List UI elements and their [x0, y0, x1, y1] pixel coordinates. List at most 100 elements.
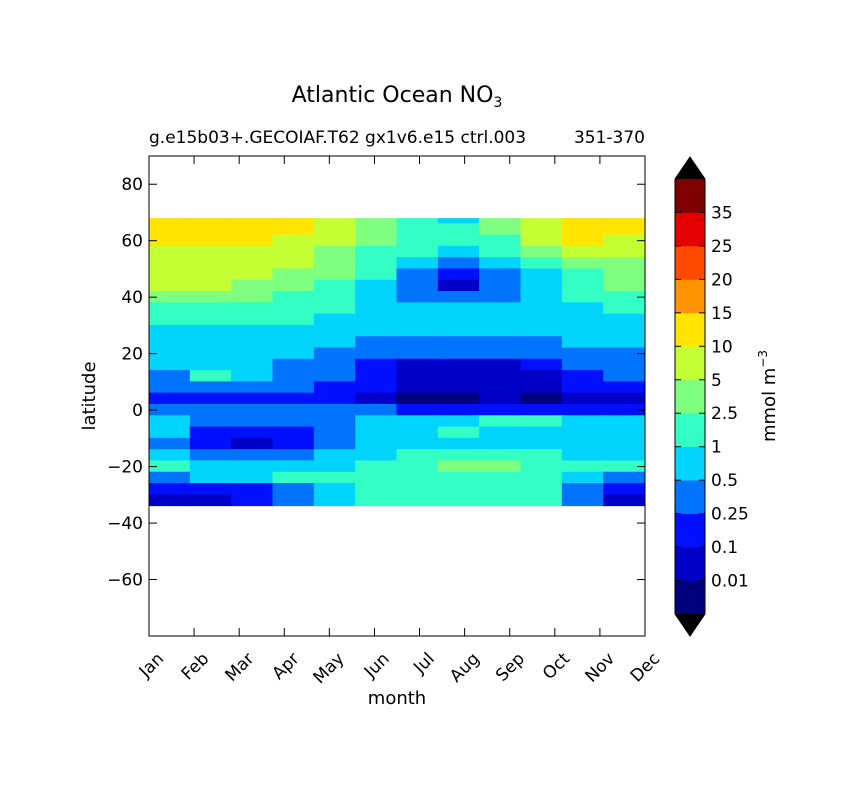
- contour-cell: [603, 268, 645, 281]
- contour-cell: [355, 302, 398, 315]
- contour-cell: [396, 234, 439, 247]
- colorbar-extend-top: [675, 157, 705, 179]
- contour-cell: [149, 279, 191, 293]
- contour-cell: [437, 223, 481, 236]
- contour-cell: [231, 437, 274, 451]
- contour-cell: [603, 257, 645, 270]
- contour-cell: [272, 483, 315, 496]
- contour-cell: [313, 471, 357, 485]
- contour-cell: [603, 234, 645, 247]
- contour-cell: [603, 415, 645, 428]
- contour-cell: [396, 291, 439, 304]
- contour-cell: [272, 268, 315, 281]
- contour-cell: [561, 381, 605, 394]
- contour-cell: [272, 234, 315, 247]
- colorbar-tick-label: 35: [711, 203, 733, 223]
- contour-cell: [149, 336, 191, 349]
- contour-cell: [272, 494, 315, 507]
- contour-cell: [520, 234, 563, 247]
- contour-cell: [520, 437, 563, 451]
- contour-cell: [437, 392, 481, 405]
- colorbar-segment: [675, 413, 705, 447]
- contour-cell: [520, 324, 563, 338]
- contour-cell: [355, 437, 398, 451]
- contour-cell: [231, 392, 274, 405]
- contour-cell: [520, 268, 563, 281]
- chart-subtitle-left: g.e15b03+.GECOIAF.T62 gx1v6.e15 ctrl.003: [149, 128, 526, 148]
- contour-cell: [149, 403, 191, 417]
- contour-cell: [272, 381, 315, 394]
- contour-cell: [189, 336, 233, 349]
- contour-cell: [437, 415, 481, 428]
- contour-cell: [272, 370, 315, 383]
- contour-cell: [272, 291, 315, 304]
- contour-cell: [396, 324, 439, 338]
- contour-cell: [561, 403, 605, 417]
- contour-cell: [603, 245, 645, 259]
- contour-cell: [603, 471, 645, 485]
- x-tick-label: Sep: [492, 649, 529, 686]
- contour-cell: [231, 347, 274, 360]
- contour-cell: [189, 415, 233, 428]
- contour-cell: [189, 347, 233, 360]
- contour-cell: [355, 347, 398, 360]
- contour-cell: [149, 426, 191, 439]
- colorbar-segment: [675, 513, 705, 548]
- contour-cell: [520, 426, 563, 439]
- contour-cell: [313, 279, 357, 293]
- contour-cell: [189, 324, 233, 338]
- contour-cell: [561, 302, 605, 315]
- contour-cell: [479, 449, 522, 462]
- contour-cell: [189, 358, 233, 372]
- contour-cell: [437, 291, 481, 304]
- contour-cell: [603, 370, 645, 383]
- contour-cell: [313, 291, 357, 304]
- contour-cell: [479, 302, 522, 315]
- contour-cell: [561, 347, 605, 360]
- contour-cell: [355, 392, 398, 405]
- contour-cell: [189, 313, 233, 326]
- contour-cell: [437, 370, 481, 383]
- contour-cell: [189, 381, 233, 394]
- colorbar-segment: [675, 480, 705, 514]
- contour-cell: [272, 245, 315, 259]
- contour-cell: [603, 437, 645, 451]
- contour-cell: [479, 313, 522, 326]
- contour-cell: [520, 415, 563, 428]
- contour-cell: [149, 494, 191, 507]
- contour-cell: [149, 347, 191, 360]
- y-tick-label: 40: [121, 288, 143, 308]
- contour-cell: [231, 483, 274, 496]
- contour-cell: [561, 257, 605, 270]
- contour-cell: [189, 302, 233, 315]
- contour-cell: [479, 426, 522, 439]
- contour-cell: [272, 324, 315, 338]
- colorbar-segment: [675, 212, 705, 247]
- colorbar-label-superscript: −3: [756, 350, 770, 368]
- contour-cell: [437, 336, 481, 349]
- contour-cell: [355, 234, 398, 247]
- contour-cell: [149, 415, 191, 428]
- y-tick-label: 20: [121, 345, 143, 365]
- contour-cell: [396, 313, 439, 326]
- contour-cell: [231, 426, 274, 439]
- contour-cell: [189, 437, 233, 451]
- contour-cell: [437, 257, 481, 270]
- contour-cell: [355, 268, 398, 281]
- contour-cell: [396, 358, 439, 372]
- contour-cell: [437, 347, 481, 360]
- contour-cell: [479, 392, 522, 405]
- contour-cell: [272, 347, 315, 360]
- y-axis: 80 60 40 20 0 −20 −40 −60: [107, 175, 645, 591]
- contour-cell: [149, 223, 191, 236]
- contour-cell: [189, 291, 233, 304]
- contour-cell: [313, 426, 357, 439]
- contour-cell: [355, 313, 398, 326]
- contour-cell: [231, 449, 274, 462]
- colorbar-segment: [675, 547, 705, 581]
- y-tick-label: 80: [121, 175, 143, 195]
- colorbar-tick-label: 0.5: [711, 471, 738, 491]
- contour-cell: [561, 449, 605, 462]
- contour-cell: [561, 471, 605, 485]
- x-tick-label: Jun: [360, 649, 394, 683]
